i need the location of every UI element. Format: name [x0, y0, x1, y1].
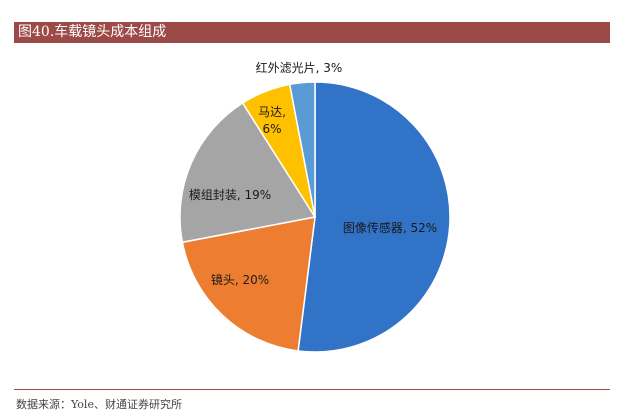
chart-title: 图40.车载镜头成本组成	[14, 22, 610, 43]
footer-divider	[14, 389, 610, 390]
pie-slice-label-1: 图像传感器, 52%	[343, 220, 437, 235]
pie-slice-label-2: 镜头, 20%	[211, 272, 269, 287]
pie-slice-label-3: 模组封装, 19%	[189, 188, 271, 202]
pie-slice-label-4: 马达, 6%	[258, 105, 286, 136]
pie-slice-5	[288, 81, 316, 218]
source-note: 数据来源：Yole、财通证券研究所	[16, 398, 182, 411]
pie-slice-1	[297, 81, 451, 353]
pie-slice-3	[179, 101, 317, 244]
pie-slice-label-5: 红外滤光片, 3%	[256, 60, 343, 75]
pie-slice-2	[181, 216, 316, 352]
